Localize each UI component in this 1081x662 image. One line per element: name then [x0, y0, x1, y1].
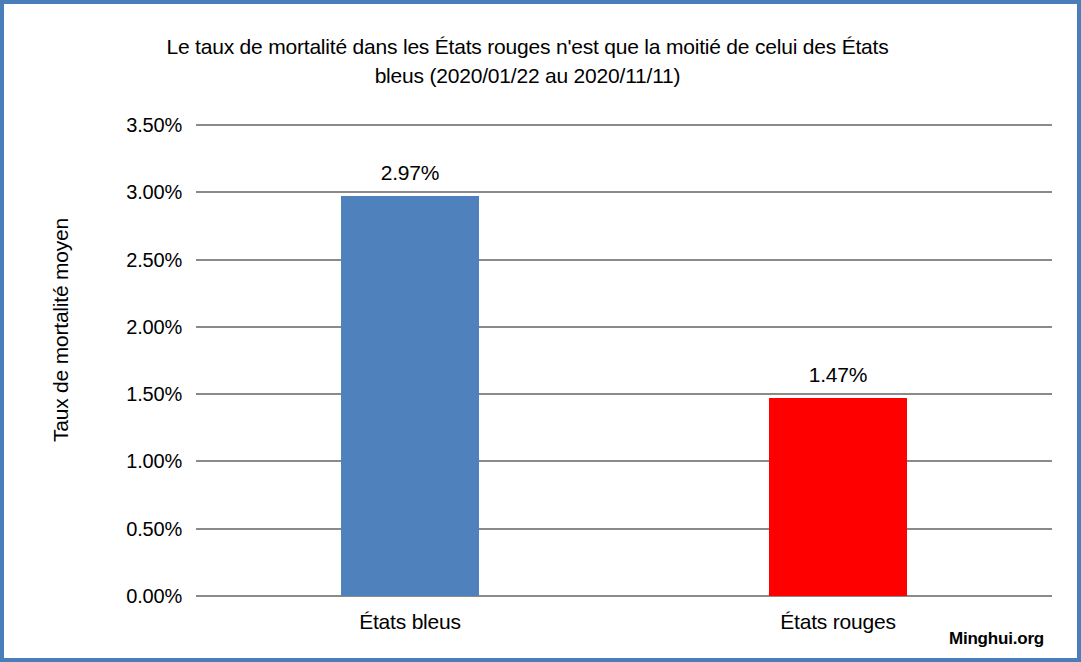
y-tick-label: 3.00%: [42, 179, 182, 205]
chart-content: Le taux de mortalité dans les États roug…: [4, 4, 1077, 658]
gridline: [196, 460, 1052, 462]
plot-area: 2.97%États bleus1.47%États rouges: [196, 125, 1052, 596]
y-tick-label: 1.50%: [42, 381, 182, 407]
watermark: Minghui.org: [949, 629, 1044, 649]
chart-frame: Le taux de mortalité dans les États roug…: [0, 0, 1081, 662]
chart-title-line2: bleus (2020/01/22 au 2020/11/11): [4, 61, 1051, 90]
gridline: [196, 393, 1052, 395]
y-tick-label: 0.50%: [42, 516, 182, 542]
y-tick-label: 2.00%: [42, 314, 182, 340]
gridline: [196, 191, 1052, 193]
gridline: [196, 528, 1052, 530]
gridline: [196, 326, 1052, 328]
y-tick-label: 0.00%: [42, 583, 182, 609]
y-tick-label: 2.50%: [42, 247, 182, 273]
gridline: [196, 259, 1052, 261]
y-tick-label: 1.00%: [42, 448, 182, 474]
x-category-label: États bleus: [300, 608, 520, 635]
y-tick-label: 3.50%: [42, 112, 182, 138]
bar-value-label: 1.47%: [763, 361, 913, 388]
bar-etats-bleus: [341, 196, 479, 596]
bar-value-label: 2.97%: [335, 159, 485, 186]
bar-etats-rouges: [769, 398, 907, 596]
x-category-label: États rouges: [728, 608, 948, 635]
gridline: [196, 124, 1052, 126]
chart-title: Le taux de mortalité dans les États roug…: [4, 32, 1051, 90]
chart-title-line1: Le taux de mortalité dans les États roug…: [4, 32, 1051, 61]
x-axis-line: [196, 595, 1052, 597]
